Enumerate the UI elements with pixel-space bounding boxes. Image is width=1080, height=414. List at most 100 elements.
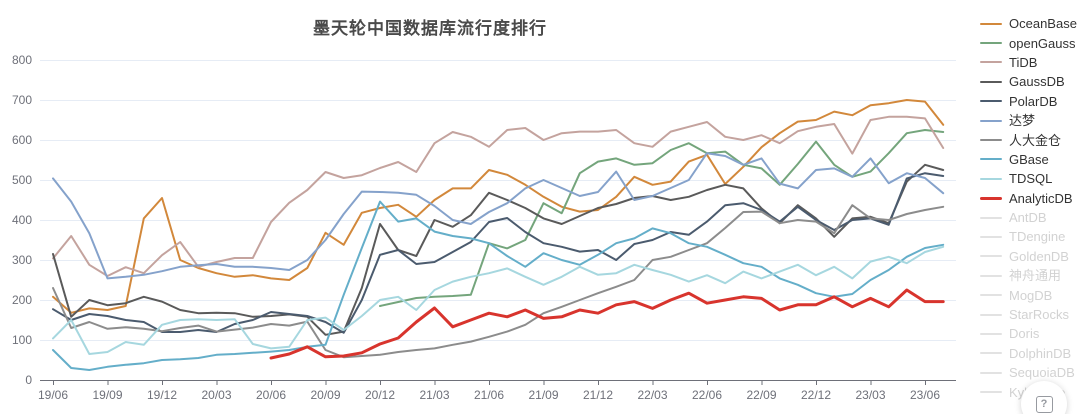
legend-item-AnalyticDB[interactable]: AnalyticDB: [980, 189, 1077, 208]
svg-text:22/06: 22/06: [692, 388, 722, 402]
legend-item-人大金仓[interactable]: 人大金仓: [980, 130, 1077, 149]
help-button[interactable]: ?: [1021, 381, 1067, 414]
legend-label: GoldenDB: [1009, 248, 1069, 264]
svg-text:0: 0: [25, 373, 32, 387]
legend-label: TDengine: [1009, 229, 1066, 245]
series-line-TDSQL: [52, 245, 945, 355]
series-line-人大金仓: [52, 204, 945, 359]
chart-legend: OceanBase openGauss TiDB GaussDB PolarDB 达梦人大…: [980, 14, 1077, 402]
svg-text:21/03: 21/03: [419, 388, 449, 402]
svg-text:500: 500: [12, 173, 32, 187]
svg-text:22/09: 22/09: [746, 388, 776, 402]
y-axis-labels: 0 100 200 300 400 500 600 700 800: [12, 53, 32, 387]
svg-text:20/06: 20/06: [256, 388, 286, 402]
legend-item-TDengine[interactable]: TDengine: [980, 227, 1077, 246]
legend-item-GaussDB[interactable]: GaussDB: [980, 72, 1077, 91]
legend-item-Doris[interactable]: Doris: [980, 324, 1077, 343]
legend-label: StarRocks: [1009, 307, 1069, 323]
series-line-达梦: [52, 152, 945, 280]
legend-item-StarRocks[interactable]: StarRocks: [980, 305, 1077, 324]
page-title: 墨天轮中国数据库流行度排行: [313, 19, 547, 38]
legend-label: 达梦: [1009, 113, 1036, 129]
svg-text:800: 800: [12, 53, 32, 67]
legend-swatch: [980, 196, 1002, 200]
legend-swatch: [980, 391, 1002, 394]
legend-swatch: [980, 313, 1002, 316]
svg-text:20/03: 20/03: [201, 388, 231, 402]
svg-text:21/06: 21/06: [474, 388, 504, 402]
svg-text:19/06: 19/06: [38, 388, 68, 402]
svg-text:21/09: 21/09: [528, 388, 558, 402]
svg-text:20/09: 20/09: [310, 388, 340, 402]
svg-text:23/03: 23/03: [855, 388, 885, 402]
svg-text:600: 600: [12, 133, 32, 147]
legend-swatch: [980, 177, 1002, 180]
legend-swatch: [980, 255, 1002, 258]
legend-swatch: [980, 139, 1002, 142]
svg-text:23/06: 23/06: [910, 388, 940, 402]
svg-text:400: 400: [12, 213, 32, 227]
legend-item-DolphinDB[interactable]: DolphinDB: [980, 344, 1077, 363]
legend-label: AnalyticDB: [1009, 190, 1073, 206]
legend-label: 人大金仓: [1009, 132, 1062, 148]
legend-swatch: [980, 294, 1002, 297]
legend-swatch: [980, 61, 1002, 64]
svg-text:21/12: 21/12: [583, 388, 613, 402]
legend-swatch: [980, 119, 1002, 122]
legend-item-OceanBase[interactable]: OceanBase: [980, 14, 1077, 33]
legend-label: TDSQL: [1009, 171, 1053, 187]
legend-swatch: [980, 42, 1002, 45]
svg-text:22/12: 22/12: [801, 388, 831, 402]
gridlines: [40, 60, 956, 341]
legend-item-TiDB[interactable]: TiDB: [980, 53, 1077, 72]
svg-text:20/12: 20/12: [365, 388, 395, 402]
x-axis: 19/06 19/09 19/12 20/03 20/06 20/09 20/12 21/03…: [38, 380, 956, 402]
legend-label: Doris: [1009, 326, 1040, 342]
svg-text:200: 200: [12, 293, 32, 307]
svg-text:100: 100: [12, 333, 32, 347]
legend-label: 神舟通用: [1009, 268, 1062, 284]
legend-item-GBase[interactable]: GBase: [980, 150, 1077, 169]
legend-item-AntDB[interactable]: AntDB: [980, 208, 1077, 227]
legend-swatch: [980, 274, 1002, 277]
legend-label: MogDB: [1009, 287, 1053, 303]
legend-item-TDSQL[interactable]: TDSQL: [980, 169, 1077, 188]
svg-text:19/09: 19/09: [92, 388, 122, 402]
legend-item-神舟通用[interactable]: 神舟通用: [980, 266, 1077, 285]
legend-swatch: [980, 158, 1002, 161]
legend-swatch: [980, 352, 1002, 355]
legend-label: openGauss: [1009, 35, 1076, 51]
legend-label: PolarDB: [1009, 93, 1058, 109]
legend-item-PolarDB[interactable]: PolarDB: [980, 92, 1077, 111]
legend-label: OceanBase: [1009, 16, 1077, 32]
legend-swatch: [980, 371, 1002, 374]
svg-text:700: 700: [12, 93, 32, 107]
legend-item-GoldenDB[interactable]: GoldenDB: [980, 247, 1077, 266]
legend-label: AntDB: [1009, 210, 1047, 226]
question-icon: ?: [1035, 395, 1053, 413]
legend-swatch: [980, 235, 1002, 238]
series-line-AnalyticDB: [269, 288, 945, 360]
legend-label: TiDB: [1009, 54, 1038, 70]
series-lines: [52, 99, 945, 371]
series-line-PolarDB: [52, 172, 945, 334]
svg-text:19/12: 19/12: [147, 388, 177, 402]
legend-item-MogDB[interactable]: MogDB: [980, 285, 1077, 304]
legend-item-达梦[interactable]: 达梦: [980, 111, 1077, 130]
legend-item-SequoiaDB[interactable]: SequoiaDB: [980, 363, 1077, 382]
legend-label: GaussDB: [1009, 74, 1065, 90]
legend-swatch: [980, 216, 1002, 219]
legend-swatch: [980, 332, 1002, 335]
legend-item-openGauss[interactable]: openGauss: [980, 33, 1077, 52]
legend-label: SequoiaDB: [1009, 365, 1075, 381]
legend-swatch: [980, 22, 1002, 25]
series-line-OceanBase: [52, 99, 945, 314]
legend-swatch: [980, 80, 1002, 83]
legend-label: DolphinDB: [1009, 345, 1072, 361]
svg-text:300: 300: [12, 253, 32, 267]
series-line-GBase: [52, 200, 945, 371]
legend-label: GBase: [1009, 151, 1049, 167]
legend-swatch: [980, 100, 1002, 103]
